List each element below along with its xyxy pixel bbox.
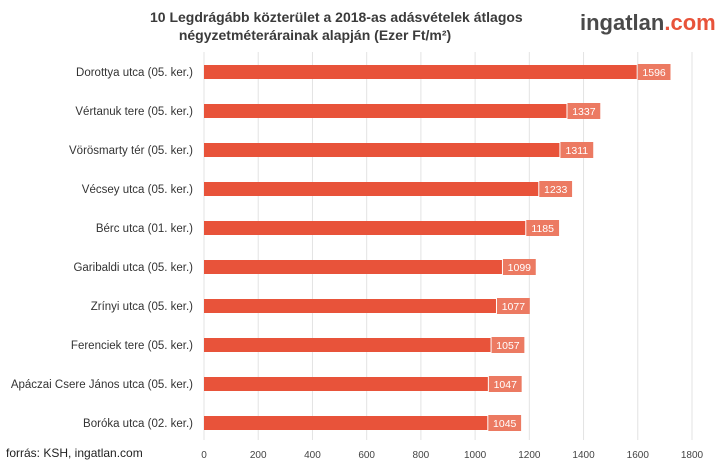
data-label-box [539,181,573,197]
logo-tld: com [670,10,716,35]
category-label: Dorottya utca (05. ker.) [76,67,193,79]
logo-dot: . [664,10,671,35]
x-tick-label: 200 [250,450,267,461]
x-tick-label: 600 [358,450,375,461]
data-label: 1057 [491,337,525,353]
data-label-box [491,337,525,353]
data-label-box [488,376,522,392]
data-label-text: 1045 [493,418,517,430]
data-label-text: 1233 [544,184,568,196]
category-label: Bérc utca (01. ker.) [96,223,193,235]
bar [204,338,491,352]
data-label: 1596 [637,64,671,80]
data-labels: 1596 1337 1311 1233 1185 1099 1077 1057 1047 1045 [488,64,671,431]
category-label: Vécsey utca (05. ker.) [82,184,193,196]
chart-title-line-1: 10 Legdrágább közterület a 2018-as adásv… [150,9,523,25]
data-label-text: 1099 [508,262,532,274]
x-tick-label: 1400 [572,450,595,461]
bar [204,299,496,313]
bar [204,65,637,79]
category-label: Ferenciek tere (05. ker.) [71,340,193,352]
x-tick-label: 800 [413,450,430,461]
x-axis-tick-labels: 0 200 400 600 800 1000 1200 1400 1600 1800 [201,450,703,461]
source-note: forrás: KSH, ingatlan.com [6,446,143,460]
brand-logo: ingatlan.com [580,10,716,36]
data-label-text: 1047 [494,379,518,391]
data-label: 1185 [526,220,560,236]
category-label: Zrínyi utca (05. ker.) [91,301,193,313]
chart-title: 10 Legdrágább közterület a 2018-as adásv… [150,8,523,44]
data-label: 1233 [539,181,573,197]
logo-name: ingatlan [580,10,665,35]
data-label-box [567,103,601,119]
data-label-box [488,415,522,431]
bar [204,377,488,391]
x-tick-label: 0 [201,450,207,461]
data-label: 1047 [488,376,522,392]
data-label-box [637,64,671,80]
category-label: Boróka utca (02. ker.) [83,418,193,430]
category-label: Apáczai Csere János utca (05. ker.) [11,379,193,391]
data-label-text: 1311 [566,145,589,157]
data-label-text: 1337 [572,106,596,118]
bar [204,416,488,430]
x-tick-label: 1000 [464,450,487,461]
bar [204,104,567,118]
bars [204,65,637,430]
data-label: 1045 [488,415,522,431]
data-label-text: 1077 [502,301,526,313]
bar [204,182,539,196]
category-label: Vértanuk tere (05. ker.) [75,106,193,118]
bar [204,221,526,235]
x-tick-label: 400 [304,450,321,461]
data-label-text: 1057 [496,340,520,352]
chart-title-line-2: négyzetméterárainak alapján (Ezer Ft/m²) [178,27,452,43]
data-label-box [502,259,536,275]
category-label: Garibaldi utca (05. ker.) [73,262,193,274]
x-tick-label: 1600 [627,450,650,461]
data-label: 1337 [567,103,601,119]
x-tick-label: 1200 [518,450,541,461]
data-label: 1099 [502,259,536,275]
bar [204,143,560,157]
bar [204,260,502,274]
data-label-box [496,298,530,314]
data-label-text: 1185 [531,223,554,235]
data-label-text: 1596 [642,67,666,79]
data-label: 1077 [496,298,530,314]
data-label: 1311 [560,142,594,158]
category-label: Vörösmarty tér (05. ker.) [69,145,193,157]
x-tick-label: 1800 [681,450,704,461]
data-label-box [526,220,560,236]
category-labels: Dorottya utca (05. ker.) Vértanuk tere (0… [11,67,193,430]
data-label-box [560,142,594,158]
